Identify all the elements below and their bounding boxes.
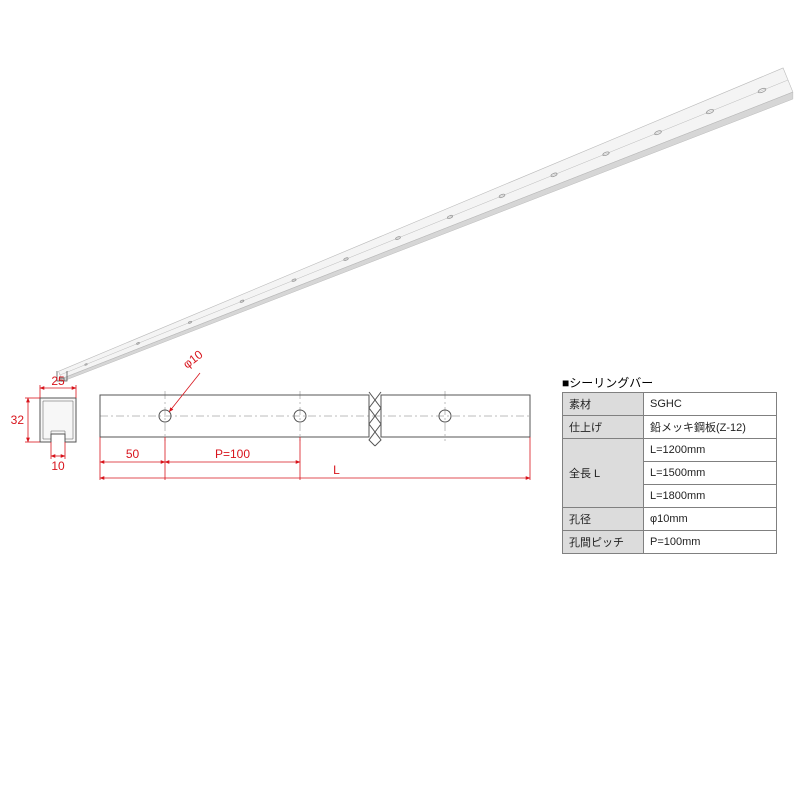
svg-text:25: 25 [51,374,65,388]
table-row: 全長 LL=1200mm [563,439,777,462]
cross-section-view: 25 32 10 [11,374,76,473]
spec-value: SGHC [644,393,777,416]
spec-label: 素材 [563,393,644,416]
spec-value: P=100mm [644,531,777,554]
spec-value: L=1200mm [644,439,777,462]
svg-text:50: 50 [126,447,140,461]
perspective-bar-view [57,68,793,382]
svg-text:φ10: φ10 [180,347,206,371]
spec-label: 仕上げ [563,416,644,439]
svg-text:32: 32 [11,413,25,427]
spec-table: 素材SGHC仕上げ鉛メッキ鋼板(Z-12)全長 LL=1200mmL=1500m… [562,392,777,554]
spec-value: 鉛メッキ鋼板(Z-12) [644,416,777,439]
table-row: 孔径φ10mm [563,508,777,531]
spec-value: L=1500mm [644,462,777,485]
spec-value: φ10mm [644,508,777,531]
spec-label: 孔径 [563,508,644,531]
svg-text:10: 10 [51,459,65,473]
stage: { "product": { "title": "■シーリングバー" }, "s… [0,0,800,800]
svg-text:L: L [333,463,340,477]
elevation-view: φ10 50 P=100 L [100,347,530,480]
svg-text:P=100: P=100 [215,447,250,461]
table-row: 仕上げ鉛メッキ鋼板(Z-12) [563,416,777,439]
spec-label: 全長 L [563,439,644,508]
spec-label: 孔間ピッチ [563,531,644,554]
spec-value: L=1800mm [644,485,777,508]
table-row: 素材SGHC [563,393,777,416]
table-row: 孔間ピッチP=100mm [563,531,777,554]
spec-table-title: ■シーリングバー [562,374,653,391]
